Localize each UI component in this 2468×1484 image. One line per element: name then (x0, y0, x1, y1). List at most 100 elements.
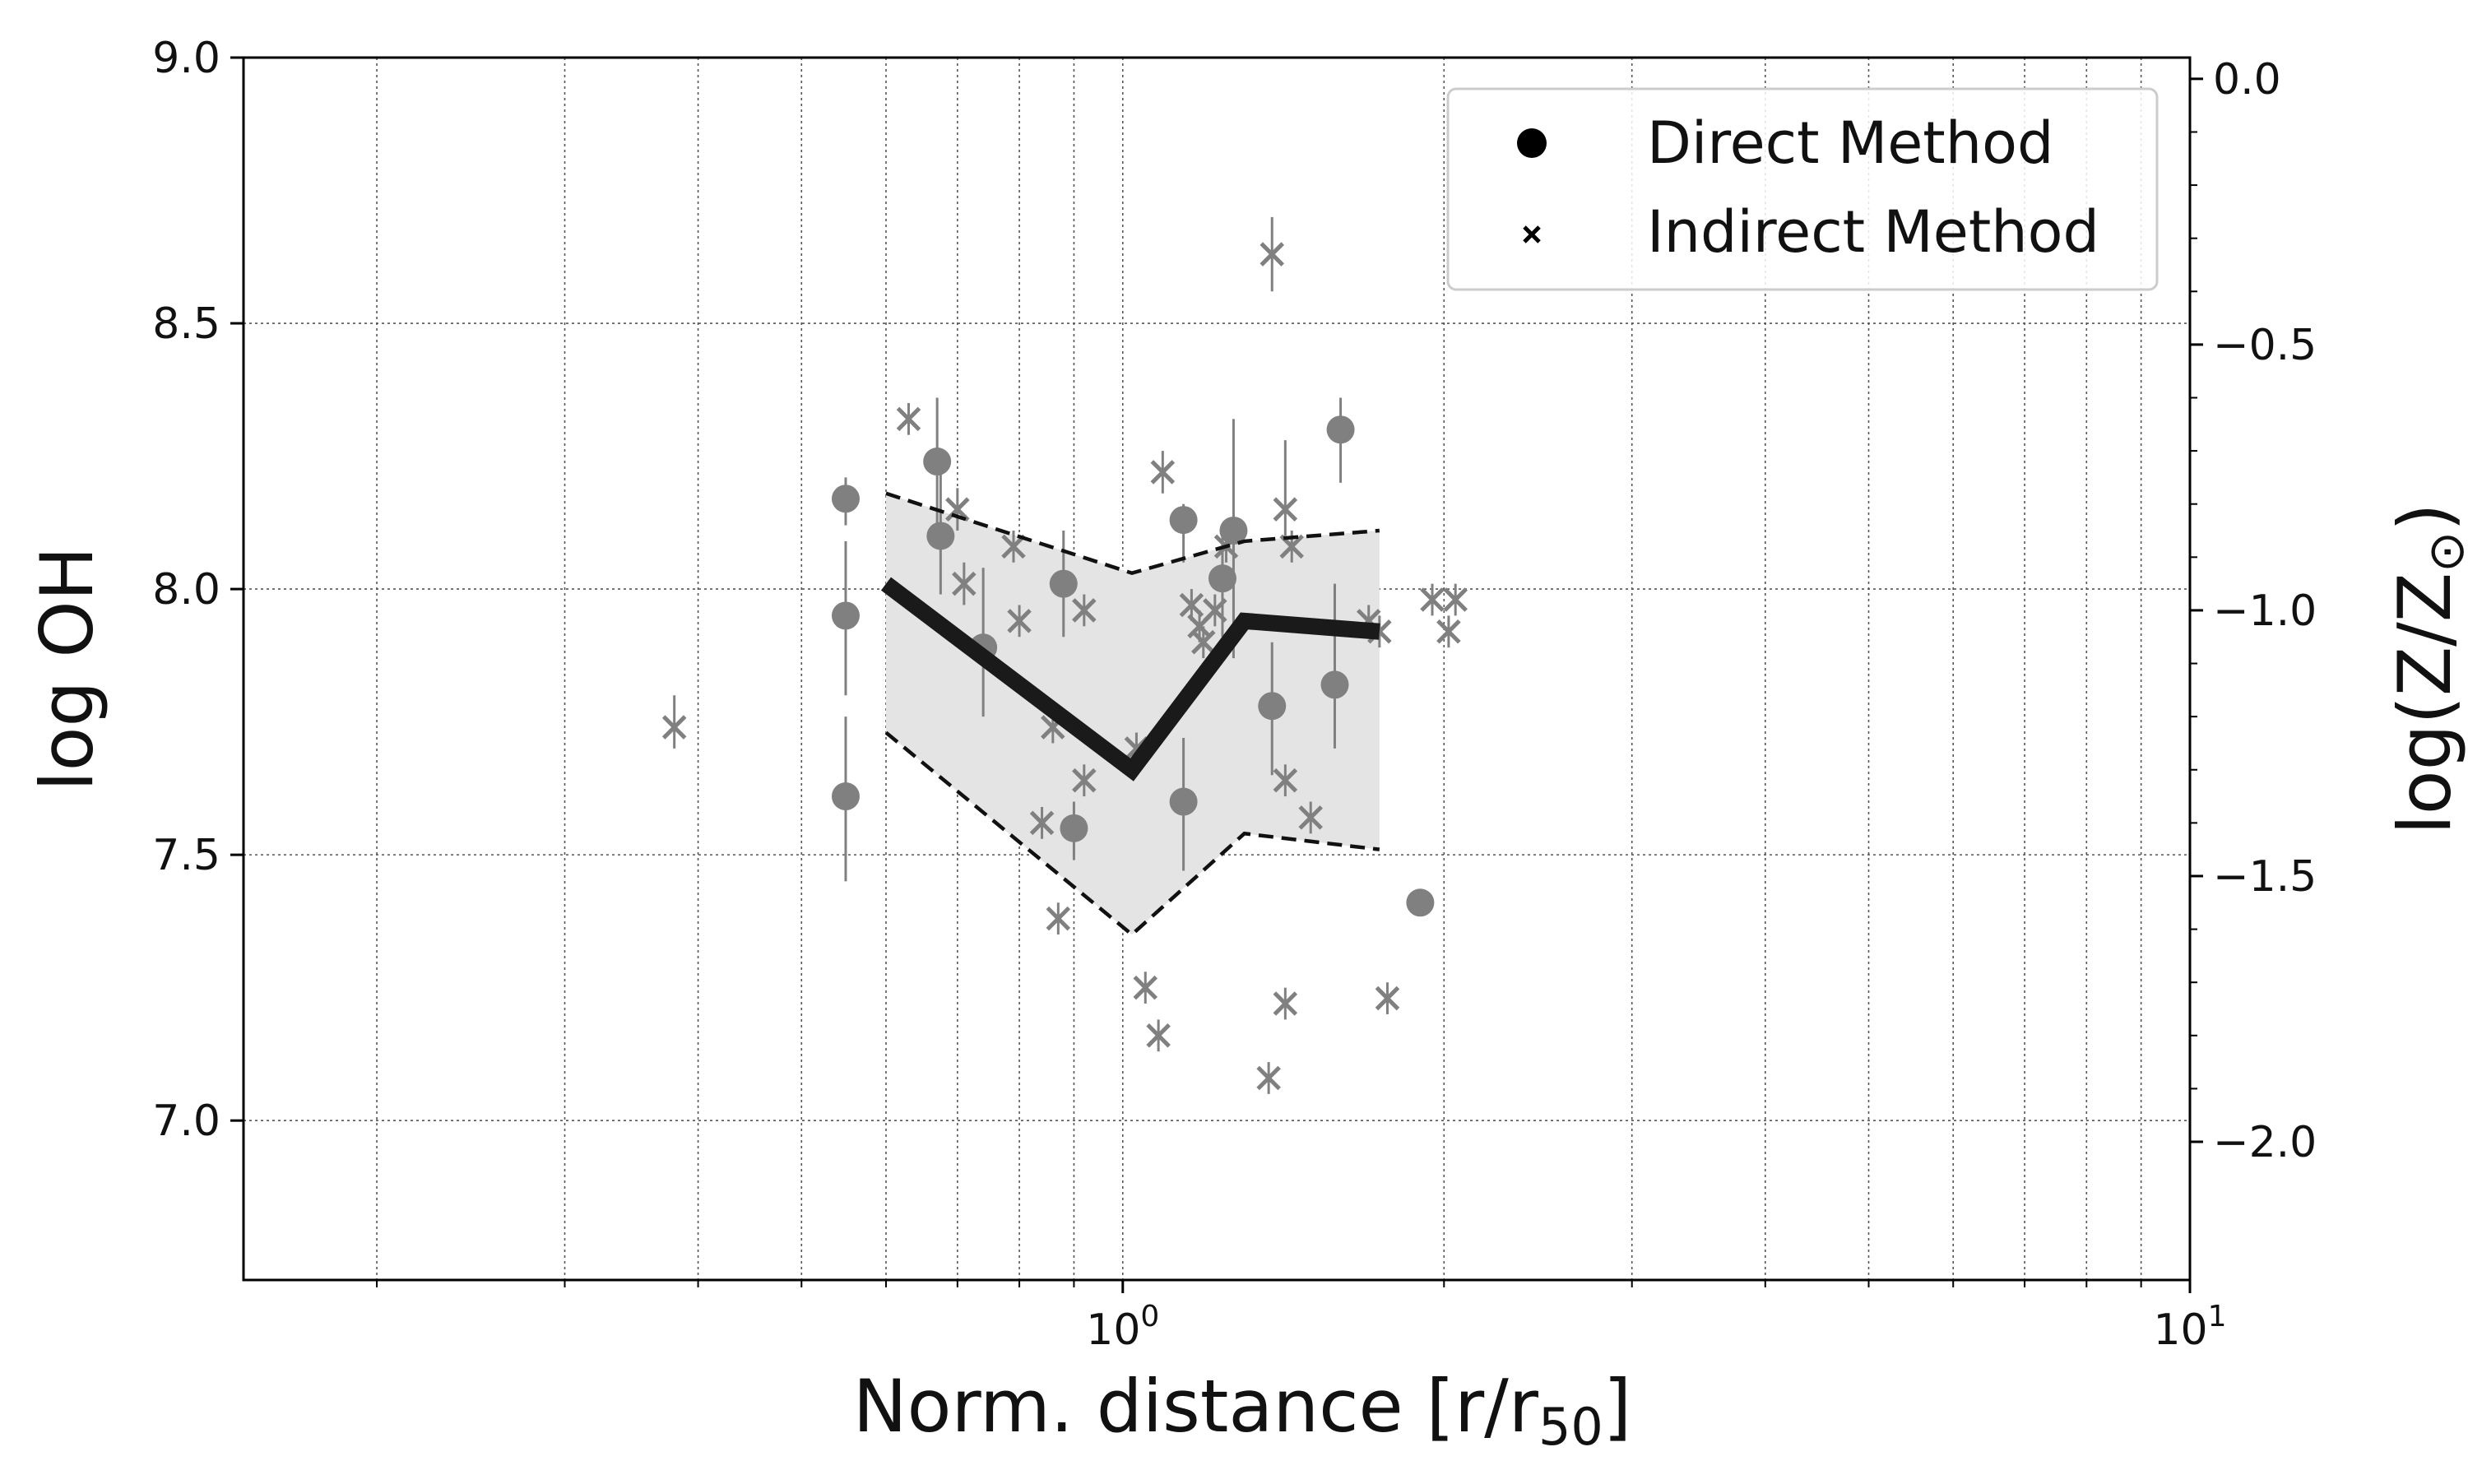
legend-box (1446, 87, 2159, 291)
indirect-marker-stroke (1420, 587, 1445, 612)
indirect-marker (952, 571, 977, 596)
indirect-marker (1191, 629, 1216, 655)
direct-marker (1169, 787, 1198, 816)
y2-tick-label: −2.0 (2213, 1118, 2317, 1167)
y2-axis-title: log(Z/Z⊙) (2382, 503, 2468, 834)
y-tick-label: 8.5 (152, 299, 220, 349)
legend-label-indirect: Indirect Method (1647, 198, 2099, 266)
indirect-marker-stroke (1029, 810, 1055, 836)
indirect-marker (1436, 619, 1461, 644)
indirect-marker-stroke (1179, 592, 1204, 618)
indirect-marker-stroke (1273, 497, 1298, 522)
direct-marker (1060, 814, 1088, 842)
axes-layer (230, 56, 2203, 1293)
y-axis-title: log OH (25, 546, 109, 791)
indirect-marker-stroke (1191, 629, 1216, 655)
indirect-marker (1375, 985, 1400, 1011)
direct-marker (1169, 506, 1198, 535)
indirect-marker-stroke (1436, 619, 1461, 644)
indirect-marker (1146, 1023, 1171, 1048)
plot-frame (242, 56, 2192, 1282)
indirect-marker-stroke (1001, 534, 1026, 559)
indirect-marker-stroke (1260, 242, 1285, 267)
spread-band (886, 493, 1380, 935)
indirect-marker (1007, 609, 1032, 633)
direct-marker (1406, 888, 1435, 917)
x-axis-title-subscript: 50 (1538, 1397, 1603, 1457)
indirect-marker-stroke (1150, 460, 1176, 485)
indirect-marker (1420, 587, 1445, 612)
indirect-marker (1029, 810, 1055, 836)
data-points-layer (661, 216, 1468, 1094)
spread-band-layer (886, 493, 1380, 935)
indirect-marker (1046, 906, 1071, 931)
indirect-marker-stroke (1273, 768, 1298, 793)
indirect-marker-stroke (1298, 805, 1323, 830)
legend-label-direct: Direct Method (1647, 109, 2053, 177)
direct-marker (1208, 564, 1236, 593)
indirect-marker (661, 715, 687, 740)
indirect-marker-stroke (952, 571, 977, 596)
legend-marker-direct (1517, 128, 1547, 158)
y2-tick-label: −0.5 (2213, 321, 2317, 370)
indirect-marker (1273, 991, 1298, 1016)
indirect-marker-stroke (1072, 598, 1097, 623)
direct-marker (831, 601, 860, 630)
direct-marker (1320, 670, 1349, 699)
indirect-marker-stroke (1072, 768, 1097, 793)
indirect-marker-stroke (1046, 906, 1071, 931)
direct-marker (831, 485, 860, 513)
y-tick-label: 7.0 (152, 1097, 220, 1146)
direct-marker (1219, 517, 1248, 545)
indirect-marker-stroke (1375, 985, 1400, 1011)
y2-axis-title-close: ) (2382, 503, 2467, 531)
y-tick-label: 8.0 (152, 565, 220, 614)
indirect-marker (945, 497, 970, 522)
y2-axis-title-subscript: ⊙ (2418, 531, 2468, 573)
indirect-marker-stroke (896, 406, 921, 432)
indirect-marker (1273, 768, 1298, 793)
indirect-marker-stroke (661, 715, 687, 740)
legend-marker-indirect (1523, 225, 1541, 243)
indirect-marker-stroke (1146, 1023, 1171, 1048)
median-line (880, 577, 1380, 781)
indirect-marker-stroke (1279, 534, 1304, 559)
indirect-marker-stroke (945, 497, 970, 522)
indirect-marker-stroke (1133, 975, 1158, 1000)
indirect-marker (1072, 768, 1097, 793)
indirect-marker-stroke (1007, 609, 1032, 633)
direct-marker (923, 448, 952, 476)
indirect-marker (1001, 534, 1026, 559)
indirect-marker-stroke (1273, 991, 1298, 1016)
indirect-marker (1273, 497, 1298, 522)
indirect-marker (1072, 598, 1097, 623)
trend-lines-layer (880, 491, 1380, 938)
upper-line (885, 491, 1380, 576)
x-axis-title-close: ] (1603, 1364, 1631, 1449)
y-tick-label: 9.0 (152, 34, 220, 83)
direct-marker (1258, 692, 1287, 721)
y2-tick-label: −1.5 (2213, 852, 2317, 902)
indirect-marker (1150, 460, 1176, 485)
indirect-marker (1298, 805, 1323, 830)
y-tick-label: 7.5 (152, 831, 220, 880)
y2-tick-label: 0.0 (2213, 55, 2281, 104)
indirect-marker (1133, 975, 1158, 1000)
indirect-marker (1256, 1065, 1281, 1091)
direct-marker (926, 522, 955, 550)
tick-labels-layer: 100 101 7.0 7.5 8.0 8.5 9.0 0.0 −0.5 −1.0 −1.5 −2.0 (152, 34, 2317, 1355)
direct-marker (1326, 415, 1355, 444)
indirect-marker-stroke (1443, 587, 1468, 612)
indirect-marker (1443, 587, 1468, 612)
direct-marker (831, 782, 860, 811)
direct-marker (1049, 569, 1078, 598)
lower-line (884, 730, 1380, 938)
x-axis-title: Norm. distance [r/r50] (853, 1364, 1631, 1457)
y2-tick-label: −1.0 (2213, 587, 2317, 636)
legend: Direct Method Indirect Method (1446, 87, 2159, 291)
x-tick-label: 100 (1086, 1300, 1159, 1355)
x-tick-label: 101 (2153, 1300, 2226, 1355)
indirect-marker (896, 406, 921, 432)
